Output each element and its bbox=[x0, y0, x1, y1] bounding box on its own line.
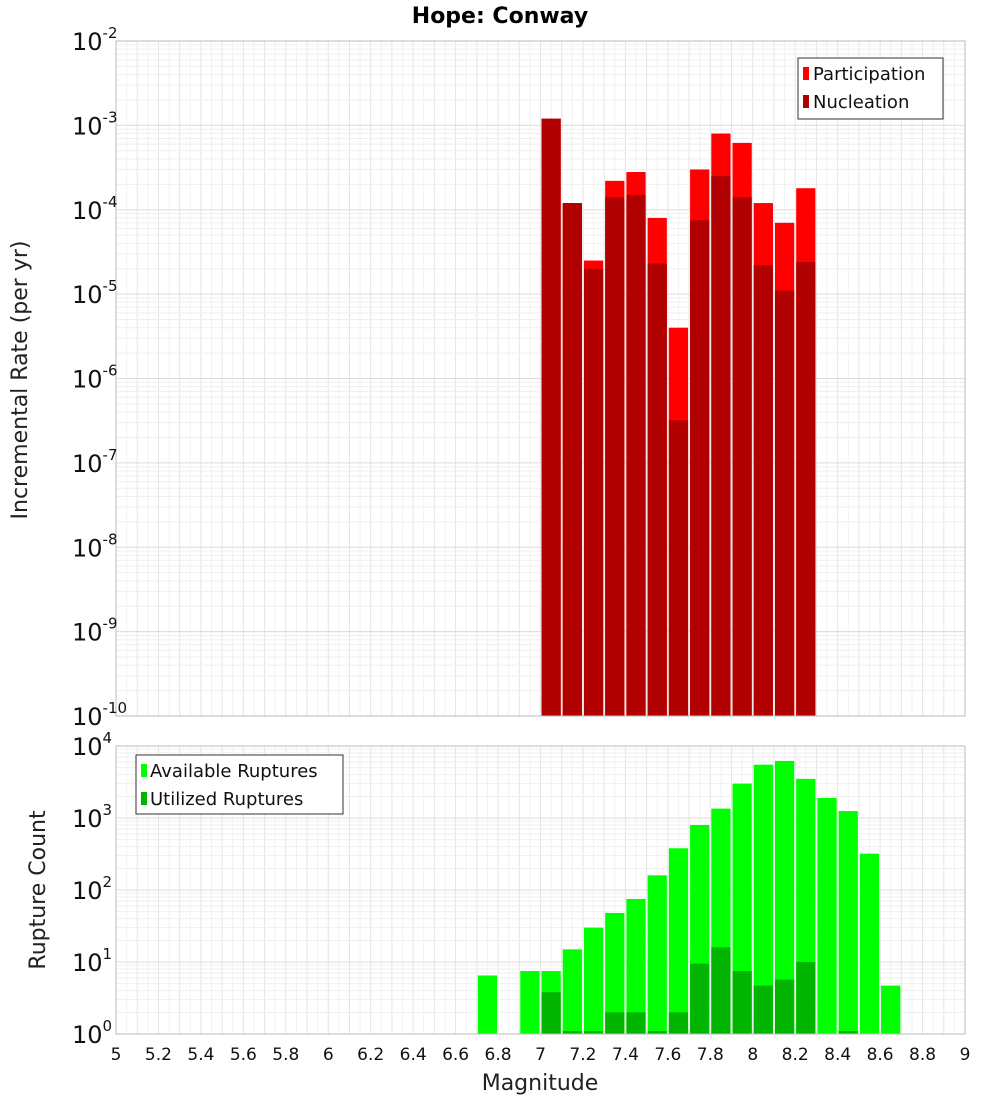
bottom-bar-available-ruptures bbox=[605, 912, 625, 1034]
nucleation-legend-label: Nucleation bbox=[813, 92, 909, 113]
top-gridlines bbox=[115, 41, 966, 717]
top-bar-nucleation bbox=[668, 420, 689, 716]
x-tick-label: 5.4 bbox=[187, 1045, 214, 1065]
bottom-bar-utilized-ruptures bbox=[541, 992, 561, 1034]
bottom-series-utilized-ruptures bbox=[541, 947, 858, 1034]
bottom-bar-utilized-ruptures bbox=[796, 962, 816, 1034]
bottom-bar-available-ruptures bbox=[838, 811, 858, 1034]
utilized-ruptures-legend-swatch bbox=[141, 792, 147, 805]
bottom-bar-available-ruptures bbox=[626, 898, 646, 1034]
bottom-legend: Available Ruptures Utilized Ruptures bbox=[135, 754, 344, 815]
x-tick-label: 6 bbox=[323, 1045, 334, 1065]
x-tick-label: 7 bbox=[535, 1045, 546, 1065]
top-bar-nucleation bbox=[605, 197, 625, 717]
top-legend: Participation Nucleation bbox=[797, 57, 944, 120]
top-bar-nucleation bbox=[732, 197, 752, 717]
top-bar-nucleation bbox=[647, 263, 667, 716]
x-tick-label: 6.8 bbox=[485, 1045, 512, 1065]
chart-title: Hope: Conway bbox=[412, 4, 588, 29]
x-tick-label: 6.6 bbox=[442, 1045, 469, 1065]
bottom-bar-utilized-ruptures bbox=[647, 1031, 667, 1034]
top-bar-nucleation bbox=[690, 220, 710, 717]
x-tick-label: 5.2 bbox=[145, 1045, 172, 1065]
available-ruptures-legend-label: Available Ruptures bbox=[150, 761, 318, 782]
x-tick-label: 8.6 bbox=[867, 1045, 894, 1065]
participation-legend-label: Participation bbox=[813, 64, 925, 85]
utilized-ruptures-legend-label: Utilized Ruptures bbox=[150, 789, 303, 810]
top-y-axis-label: Incremental Rate (per yr) bbox=[8, 241, 33, 520]
x-tick-label: 7.8 bbox=[697, 1045, 724, 1065]
bottom-bar-utilized-ruptures bbox=[838, 1031, 858, 1034]
bottom-y-axis-label: Rupture Count bbox=[26, 810, 51, 970]
x-tick-labels: 5 5.2 5.4 5.6 5.8 6 6.2 6.4 6.6 6.8 7 7.2 7.4 7.6 7.8 8… bbox=[111, 1045, 971, 1065]
bottom-legend-box bbox=[135, 754, 344, 815]
top-bar-nucleation bbox=[626, 194, 646, 716]
bottom-bar-utilized-ruptures bbox=[711, 947, 731, 1034]
nucleation-legend-swatch bbox=[803, 95, 809, 108]
top-series-nucleation bbox=[541, 118, 816, 717]
bottom-bar-available-ruptures bbox=[881, 985, 901, 1034]
top-bar-nucleation bbox=[774, 290, 795, 716]
x-tick-label: 7.2 bbox=[569, 1045, 596, 1065]
top-bar-nucleation bbox=[583, 268, 604, 716]
top-bar-nucleation bbox=[711, 176, 731, 716]
x-tick-label: 8.8 bbox=[909, 1045, 936, 1065]
bottom-bar-utilized-ruptures bbox=[668, 1012, 689, 1034]
available-ruptures-legend-swatch bbox=[141, 764, 147, 777]
bottom-bar-available-ruptures bbox=[583, 927, 604, 1034]
bottom-bar-utilized-ruptures bbox=[626, 1012, 646, 1034]
bottom-bar-available-ruptures bbox=[562, 949, 582, 1034]
bottom-bar-available-ruptures bbox=[817, 797, 837, 1034]
x-axis-label: Magnitude bbox=[482, 1071, 599, 1096]
top-plot-border bbox=[115, 40, 966, 717]
x-tick-label: 5.8 bbox=[272, 1045, 299, 1065]
bottom-bar-utilized-ruptures bbox=[605, 1012, 625, 1034]
bottom-bar-utilized-ruptures bbox=[732, 970, 752, 1034]
x-tick-label: 6.2 bbox=[357, 1045, 384, 1065]
bottom-bar-utilized-ruptures bbox=[774, 979, 795, 1034]
bottom-plot-border bbox=[115, 745, 966, 1035]
bottom-bar-utilized-ruptures bbox=[583, 1031, 604, 1034]
x-tick-label: 7.4 bbox=[612, 1045, 639, 1065]
bottom-bar-utilized-ruptures bbox=[562, 1031, 582, 1034]
bottom-bar-available-ruptures bbox=[859, 853, 880, 1034]
participation-legend-swatch bbox=[803, 67, 809, 80]
top-bar-nucleation bbox=[796, 262, 816, 716]
top-bar-nucleation bbox=[562, 203, 582, 716]
bottom-bar-available-ruptures bbox=[668, 848, 689, 1034]
x-tick-label: 5.6 bbox=[230, 1045, 257, 1065]
top-bar-nucleation bbox=[541, 118, 561, 716]
top-legend-box bbox=[797, 57, 944, 120]
x-tick-label: 9 bbox=[960, 1045, 971, 1065]
bottom-bar-available-ruptures bbox=[520, 970, 540, 1034]
bottom-bar-utilized-ruptures bbox=[753, 985, 773, 1034]
top-bar-nucleation bbox=[753, 265, 773, 716]
x-tick-label: 7.6 bbox=[654, 1045, 681, 1065]
bottom-bar-utilized-ruptures bbox=[690, 963, 710, 1034]
bottom-bar-available-ruptures bbox=[753, 764, 773, 1034]
x-tick-label: 6.4 bbox=[400, 1045, 427, 1065]
top-panel: 10-210-310-410-510-610-710-810-910-10 bbox=[72, 24, 966, 731]
x-tick-label: 8 bbox=[747, 1045, 758, 1065]
x-tick-label: 8.2 bbox=[782, 1045, 809, 1065]
x-tick-label: 8.4 bbox=[824, 1045, 851, 1065]
x-tick-label: 5 bbox=[111, 1045, 122, 1065]
bottom-bar-available-ruptures bbox=[647, 875, 667, 1034]
bottom-bar-available-ruptures bbox=[774, 760, 795, 1034]
bottom-bar-available-ruptures bbox=[477, 975, 498, 1034]
